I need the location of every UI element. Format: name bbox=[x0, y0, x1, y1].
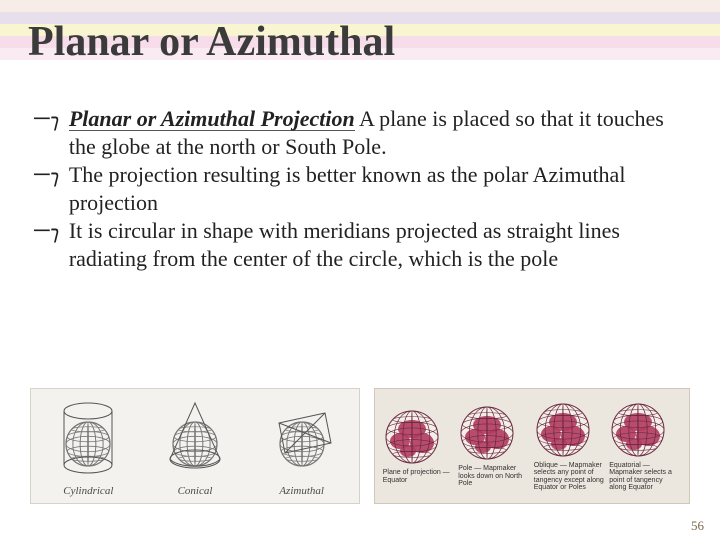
bullet-lead: Planar or Azimuthal Projection bbox=[69, 107, 355, 131]
azimuthal-aspects-figure: Plane of projection — Equator Pole — Map… bbox=[374, 388, 690, 504]
cylinder-projection-icon bbox=[45, 395, 131, 481]
globe-aspect-icon bbox=[609, 401, 667, 459]
projection-item: Azimuthal bbox=[259, 395, 345, 497]
bullet-content: ─╮Planar or Azimuthal Projection A plane… bbox=[34, 105, 690, 273]
figure-row: Cylindrical Conical Azimuthal Plane of p… bbox=[30, 388, 690, 504]
cone-projection-icon bbox=[152, 395, 238, 481]
projection-item: Conical bbox=[152, 395, 238, 497]
aspect-item: Oblique — Mapmaker selects any point of … bbox=[534, 401, 606, 491]
bullet-icon: ─╮ bbox=[34, 217, 63, 243]
globe-aspect-icon bbox=[458, 404, 516, 462]
projection-item: Cylindrical bbox=[45, 395, 131, 497]
aspect-item: Equatorial — Mapmaker selects a point of… bbox=[609, 401, 681, 491]
bullet-rest: It is circular in shape with meridians p… bbox=[69, 218, 620, 271]
projection-types-figure: Cylindrical Conical Azimuthal bbox=[30, 388, 360, 504]
projection-label: Conical bbox=[178, 485, 213, 497]
aspect-label: Oblique — Mapmaker selects any point of … bbox=[534, 462, 606, 491]
aspect-item: Pole — Mapmaker looks down on North Pole bbox=[458, 404, 530, 487]
aspect-label: Plane of projection — Equator bbox=[383, 469, 455, 484]
bullet-rest: The projection resulting is better known… bbox=[69, 162, 626, 215]
plane-projection-icon bbox=[259, 395, 345, 481]
stripe-1 bbox=[0, 0, 720, 12]
globe-aspect-icon bbox=[534, 401, 592, 459]
projection-label: Cylindrical bbox=[63, 485, 113, 497]
globe-aspect-icon bbox=[383, 408, 441, 466]
bullet-text: It is circular in shape with meridians p… bbox=[69, 217, 690, 272]
bullet-icon: ─╮ bbox=[34, 105, 63, 131]
bullet-text: Planar or Azimuthal Projection A plane i… bbox=[69, 105, 690, 160]
aspect-label: Pole — Mapmaker looks down on North Pole bbox=[458, 465, 530, 487]
slide-title: Planar or Azimuthal bbox=[28, 18, 395, 66]
aspect-item: Plane of projection — Equator bbox=[383, 408, 455, 484]
page-number: 56 bbox=[691, 518, 704, 534]
bullet-icon: ─╮ bbox=[34, 161, 63, 187]
bullet-text: The projection resulting is better known… bbox=[69, 161, 690, 216]
projection-label: Azimuthal bbox=[279, 485, 324, 497]
aspect-label: Equatorial — Mapmaker selects a point of… bbox=[609, 462, 681, 491]
